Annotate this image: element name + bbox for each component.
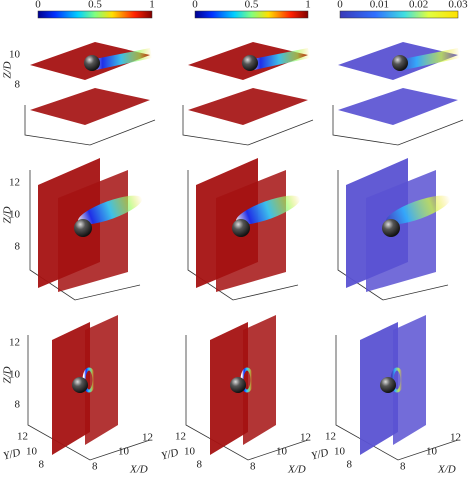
z-tick-label: 10 [9, 369, 21, 381]
axis-label: Y/D [2, 447, 22, 463]
axis-label: Z/D [2, 366, 14, 383]
axis-label: Y/D [160, 447, 180, 463]
y-tick-label: 12 [17, 431, 28, 443]
z-tick-label: 10 [9, 209, 21, 221]
x-tick-label: 8 [92, 461, 98, 473]
colorbar-tick-label: 0.01 [370, 0, 389, 11]
panels [24, 41, 464, 462]
colorbar [37, 10, 153, 19]
slice-panel [184, 313, 310, 462]
colorbar-tick-label: 0 [35, 0, 41, 11]
axis-label: Z/D [2, 206, 14, 223]
slice-panel [187, 157, 304, 301]
y-tick-label: 8 [347, 459, 353, 471]
z-tick-label: 8 [15, 399, 21, 411]
slice-panel [24, 41, 156, 146]
axis-label: X/D [287, 464, 306, 476]
slice-panel [337, 157, 454, 301]
x-tick-label: 10 [276, 446, 288, 458]
y-tick-label: 12 [325, 431, 336, 443]
y-tick-label: 10 [334, 446, 346, 458]
z-tick-label: 8 [15, 241, 21, 253]
axis-label: Y/D [310, 447, 330, 463]
y-tick-label: 8 [197, 459, 203, 471]
y-tick-label: 12 [175, 431, 186, 443]
colorbar-tick-label: 1 [149, 0, 155, 11]
x-tick-label: 8 [250, 461, 256, 473]
x-tick-label: 10 [118, 446, 130, 458]
slice-panel [334, 313, 460, 462]
x-tick-label: 10 [426, 446, 438, 458]
colorbar-tick-label: 0.03 [448, 0, 468, 11]
colorbar [339, 10, 459, 19]
slice-panel [29, 157, 146, 301]
x-tick-label: 12 [300, 432, 311, 444]
x-tick-label: 12 [450, 432, 461, 444]
z-tick-label: 12 [9, 337, 20, 349]
colorbar [194, 10, 309, 19]
colorbar-tick-label: 0.5 [245, 0, 259, 11]
colorbar-tick-label: 0 [192, 0, 198, 11]
x-tick-label: 12 [142, 432, 153, 444]
slice-panel [182, 41, 314, 146]
y-tick-label: 10 [184, 446, 196, 458]
y-tick-label: 8 [39, 459, 45, 471]
labels: 0 0.5 1 0 0.5 1 0 0.01 0.02 0.03810Z/D81012Z/D810… [2, 0, 469, 476]
axis-label: Z/D [2, 61, 14, 78]
colorbar-tick-label: 1 [305, 0, 311, 11]
axis-label: X/D [129, 464, 148, 476]
z-tick-label: 8 [15, 79, 21, 91]
slice-panel [332, 41, 464, 146]
colorbar-tick-label: 0.5 [88, 0, 102, 11]
axis-label: X/D [437, 464, 456, 476]
colorbar-tick-label: 0 [337, 0, 343, 11]
z-tick-label: 10 [9, 49, 21, 61]
z-tick-label: 12 [9, 177, 20, 189]
slice-panel [26, 313, 152, 462]
colorbar-tick-label: 0.02 [409, 0, 428, 11]
y-tick-label: 10 [26, 446, 38, 458]
x-tick-label: 8 [400, 461, 406, 473]
